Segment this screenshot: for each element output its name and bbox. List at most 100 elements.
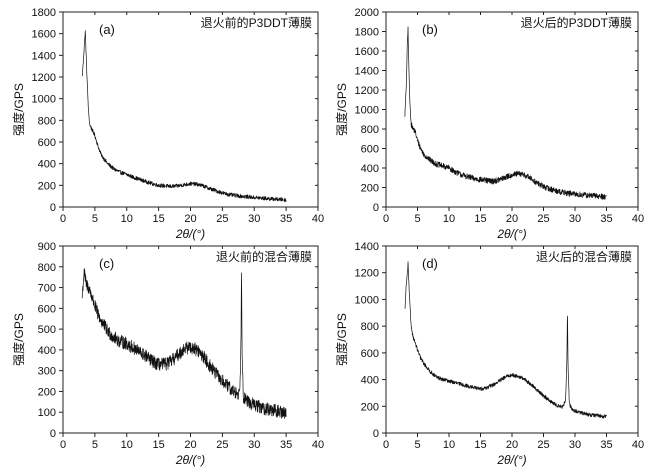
x-tick-label: 25: [537, 439, 549, 451]
panel-label: (c): [99, 256, 114, 271]
x-tick-label: 5: [414, 213, 420, 225]
y-axis-title: 强度/GPS: [11, 83, 26, 136]
y-axis-title: 强度/GPS: [334, 313, 349, 366]
y-tick-label: 1600: [32, 29, 56, 41]
x-tick-label: 40: [632, 439, 644, 451]
x-tick-label: 25: [216, 213, 228, 225]
y-tick-label: 1400: [355, 241, 379, 253]
chart-panel-2: 0 5 10 15 20 25 30 35 40020040060080010001200140…: [334, 7, 644, 241]
x-tick-label: 40: [632, 213, 644, 225]
x-tick-label: 25: [537, 213, 549, 225]
panel-label: (d): [422, 256, 438, 271]
x-tick-label: 0: [60, 439, 66, 451]
y-tick-label: 600: [361, 348, 379, 360]
x-tick-label: 15: [474, 439, 486, 451]
plot-frame: [62, 11, 319, 208]
x-tick-label: 30: [248, 439, 260, 451]
y-tick-label: 500: [38, 324, 56, 336]
panel-title: 退火前的混合薄膜: [216, 249, 312, 264]
y-tick-label: 0: [373, 202, 379, 214]
x-tick-label: 10: [443, 213, 455, 225]
x-tick-label: 0: [383, 439, 389, 451]
x-tick-label: 5: [414, 439, 420, 451]
x-tick-label: 30: [569, 213, 581, 225]
y-tick-label: 0: [373, 428, 379, 440]
panel-label: (b): [422, 22, 438, 37]
y-tick-label: 200: [38, 386, 56, 398]
y-tick-label: 2000: [355, 7, 379, 19]
y-tick-label: 200: [38, 180, 56, 192]
x-tick-label: 35: [280, 439, 292, 451]
x-tick-label: 5: [92, 439, 98, 451]
x-tick-label: 20: [506, 213, 518, 225]
x-tick-label: 10: [121, 439, 133, 451]
y-tick-label: 1200: [355, 85, 379, 97]
y-tick-label: 1000: [355, 294, 379, 306]
panel-title: 退火后的混合薄膜: [536, 249, 632, 264]
x-axis-title: 2θ/(°): [175, 453, 205, 467]
y-tick-label: 600: [38, 137, 56, 149]
y-tick-label: 1600: [355, 46, 379, 58]
y-tick-label: 900: [38, 241, 56, 253]
y-tick-label: 1800: [32, 7, 56, 19]
x-tick-label: 30: [248, 213, 260, 225]
y-tick-label: 1200: [355, 268, 379, 280]
x-tick-label: 20: [184, 213, 196, 225]
y-tick-label: 1000: [32, 94, 56, 106]
plot-frame: [385, 11, 639, 208]
xrd-trace: [404, 261, 607, 419]
x-tick-label: 15: [153, 439, 165, 451]
y-tick-label: 0: [50, 202, 56, 214]
y-axis-title: 强度/GPS: [334, 83, 349, 136]
x-tick-label: 30: [569, 439, 581, 451]
y-tick-label: 700: [38, 283, 56, 295]
x-tick-label: 10: [443, 439, 455, 451]
panel-title: 退火后的P3DDT薄膜: [521, 15, 632, 30]
y-tick-label: 1200: [32, 72, 56, 84]
y-tick-label: 100: [38, 407, 56, 419]
y-tick-label: 400: [361, 375, 379, 387]
y-tick-label: 400: [361, 163, 379, 175]
y-tick-label: 1400: [32, 50, 56, 62]
x-tick-label: 35: [600, 439, 612, 451]
xrd-trace: [81, 30, 287, 203]
chart-panel-3: 0 5 10 15 20 25 30 35 40010020030040050060070080…: [11, 241, 324, 467]
panel-title: 退火前的P3DDT薄膜: [201, 15, 312, 30]
y-tick-label: 1800: [355, 27, 379, 39]
x-tick-label: 40: [312, 213, 324, 225]
plot-frame: [385, 245, 639, 434]
y-tick-label: 1000: [355, 105, 379, 117]
panel-label: (a): [99, 22, 115, 37]
x-tick-label: 5: [92, 213, 98, 225]
y-tick-label: 200: [361, 401, 379, 413]
x-tick-label: 10: [121, 213, 133, 225]
y-tick-label: 800: [38, 115, 56, 127]
x-tick-label: 20: [506, 439, 518, 451]
y-tick-label: 400: [38, 159, 56, 171]
x-tick-label: 25: [216, 439, 228, 451]
x-tick-label: 0: [60, 213, 66, 225]
y-tick-label: 400: [38, 345, 56, 357]
x-tick-label: 20: [184, 439, 196, 451]
x-tick-label: 0: [383, 213, 389, 225]
y-tick-label: 600: [38, 303, 56, 315]
x-axis-title: 2θ/(°): [496, 453, 526, 467]
y-tick-label: 200: [361, 183, 379, 195]
chart-panel-1: 0 5 10 15 20 25 30 35 40020040060080010001200140…: [11, 7, 324, 241]
y-tick-label: 800: [361, 321, 379, 333]
plot-frame: [62, 245, 319, 434]
y-tick-label: 0: [50, 428, 56, 440]
x-tick-label: 35: [600, 213, 612, 225]
x-axis-title: 2θ/(°): [496, 227, 526, 241]
y-tick-label: 600: [361, 144, 379, 156]
y-axis-title: 强度/GPS: [11, 313, 26, 366]
chart-panel-4: 0 5 10 15 20 25 30 35 40020040060080010001200140…: [334, 241, 644, 467]
x-axis-title: 2θ/(°): [175, 227, 205, 241]
y-tick-label: 800: [38, 262, 56, 274]
xrd-trace: [404, 26, 607, 200]
y-tick-label: 1400: [355, 66, 379, 78]
y-tick-label: 300: [38, 366, 56, 378]
xrd-trace: [81, 268, 287, 419]
x-tick-label: 40: [312, 439, 324, 451]
